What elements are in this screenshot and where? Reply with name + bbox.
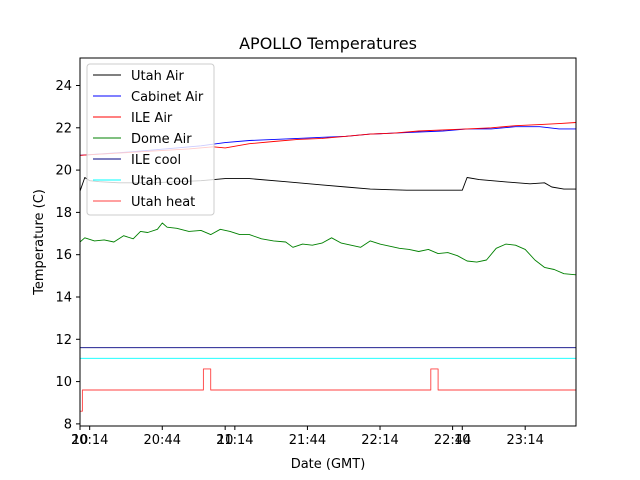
series-line-utah-heat [80,368,576,412]
y-tick-label: 24 [55,79,72,94]
x-tick-label: 20:14 [71,433,108,448]
x-tick-label: 22:44 [434,433,471,448]
legend: Utah Air Cabinet Air ILE Air Dome Air ILE co… [86,63,215,216]
legend-label-dome-air: Dome Air [131,132,192,147]
chart-title: APOLLO Temperatures [239,34,417,53]
y-tick-label: 20 [55,164,72,179]
y-tick-label: 8 [64,417,72,432]
series-line-dome-air [79,222,577,276]
legend-label-ile-air: ILE Air [131,111,173,126]
x-tick-label: 21:14 [216,433,253,448]
y-tick-label: 22 [55,121,72,136]
y-axis-label: Temperature (C) [32,189,47,296]
y-tick-label: 18 [55,206,72,221]
legend-box [86,63,215,216]
x-tick-label: 23:14 [506,433,543,448]
legend-label-cabinet-air: Cabinet Air [131,90,204,105]
y-tick-label: 12 [55,333,72,348]
plot-frame [79,57,577,427]
x-tick-label: 21:44 [289,433,326,448]
legend-label-utah-cool: Utah cool [131,174,193,189]
x-tick-label: 10 [72,433,89,448]
x-tick-label: 22:14 [361,433,398,448]
legend-label-ile-cool: ILE cool [131,153,181,168]
x-tick-label: 10 [454,433,471,448]
legend-label-utah-air: Utah Air [131,69,184,84]
x-axis-label: Date (GMT) [291,457,366,472]
x-tick-label: 10 [217,433,234,448]
x-tick-label: 20:44 [144,433,181,448]
legend-label-utah-heat: Utah heat [131,195,195,210]
y-axis-ticks: 8 10 12 14 16 18 20 22 24 [55,79,80,432]
y-tick-label: 10 [55,375,72,390]
y-tick-label: 16 [55,248,72,263]
y-tick-label: 14 [55,290,72,305]
